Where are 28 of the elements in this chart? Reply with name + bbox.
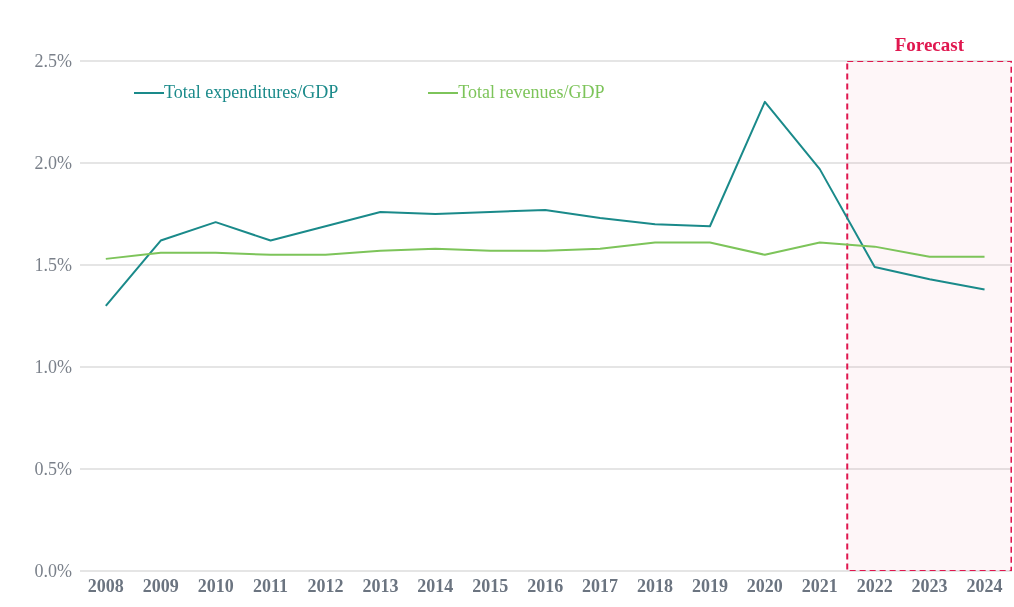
y-tick-label: 1.0% <box>34 357 72 378</box>
x-tick-label: 2015 <box>472 575 509 596</box>
legend-label: Total revenues/GDP <box>458 82 605 103</box>
legend-label: Total expenditures/GDP <box>164 82 339 103</box>
x-tick-label: 2013 <box>362 575 399 596</box>
x-tick-label: 2017 <box>582 575 619 596</box>
x-tick-label: 2009 <box>142 575 179 596</box>
x-tick-label: 2016 <box>527 575 564 596</box>
x-tick-label: 2024 <box>966 575 1003 596</box>
x-tick-label: 2012 <box>307 575 344 596</box>
x-tick-label: 2014 <box>417 575 454 596</box>
x-tick-label: 2023 <box>911 575 948 596</box>
x-tick-label: 2011 <box>253 575 289 596</box>
line-series <box>104 100 986 307</box>
x-tick-label: 2020 <box>746 575 783 596</box>
x-tick-label: 2008 <box>87 575 124 596</box>
line-series <box>104 241 986 260</box>
y-tick-label: 0.0% <box>34 561 72 582</box>
y-tick-label: 0.5% <box>34 459 72 480</box>
y-tick-label: 1.5% <box>34 255 72 276</box>
y-tick-label: 2.0% <box>34 153 72 174</box>
x-tick-label: 2018 <box>637 575 674 596</box>
x-tick-label: 2022 <box>856 575 893 596</box>
band-label: Forecast <box>894 34 965 55</box>
y-tick-label: 2.5% <box>34 51 72 72</box>
x-tick-label: 2019 <box>691 575 728 596</box>
x-tick-label: 2010 <box>197 575 234 596</box>
x-tick-label: 2021 <box>801 575 838 596</box>
